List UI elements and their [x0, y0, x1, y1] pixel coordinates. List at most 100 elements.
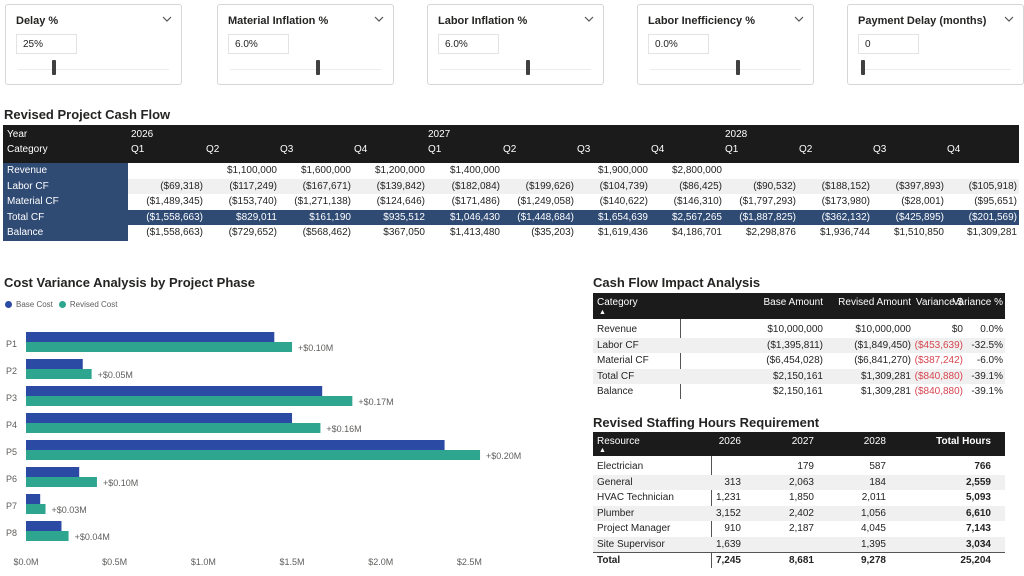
- matrix-cell: ($139,842): [376, 180, 425, 192]
- matrix-cell: ($1,489,345): [146, 196, 203, 207]
- slider-track[interactable]: [440, 69, 591, 70]
- slider-thumb[interactable]: [736, 60, 741, 75]
- matrix-cell: $1,200,000: [374, 165, 425, 176]
- slider-thumb[interactable]: [316, 60, 321, 75]
- matrix-cell: ($1,271,138): [294, 196, 351, 207]
- table-cell: ($840,880): [914, 386, 963, 397]
- sort-ascending-icon[interactable]: ▲: [599, 447, 606, 454]
- chevron-down-icon[interactable]: [161, 13, 173, 25]
- bar-base-cost[interactable]: [26, 494, 41, 504]
- data-label: +$0.10M: [103, 478, 138, 488]
- year-header-2028[interactable]: 2028: [725, 129, 748, 140]
- column-header[interactable]: Resource: [597, 436, 640, 447]
- column-header[interactable]: 2027: [791, 436, 814, 447]
- matrix-cell: $161,190: [309, 211, 351, 223]
- slider-thumb[interactable]: [526, 60, 531, 75]
- x-tick-label: $0.5M: [102, 557, 127, 567]
- table-cell: 1,056: [860, 507, 886, 519]
- matrix-cell: ($1,558,663): [146, 227, 203, 238]
- slider-track[interactable]: [650, 69, 801, 70]
- column-header[interactable]: Variance $: [915, 297, 963, 308]
- category-header-label[interactable]: Category: [7, 144, 48, 155]
- bar-base-cost[interactable]: [26, 332, 275, 342]
- year-header-2026[interactable]: 2026: [131, 129, 154, 140]
- chevron-down-icon[interactable]: [1003, 13, 1015, 25]
- chart-legend: Base Cost Revised Cost: [5, 300, 117, 309]
- data-label: +$0.04M: [75, 532, 110, 542]
- bar-base-cost[interactable]: [26, 521, 62, 531]
- table-cell: 1,850: [788, 492, 814, 503]
- matrix-row: Total CF ($1,558,663) $829,011 $161,190 $935…: [3, 209, 1019, 225]
- matrix-cell: ($35,203): [531, 227, 574, 238]
- slicer-value-input[interactable]: [228, 34, 289, 54]
- slicer-value-input[interactable]: [438, 34, 499, 54]
- slider-track[interactable]: [18, 69, 169, 70]
- bar-revised-cost[interactable]: [26, 369, 92, 379]
- bar-revised-cost[interactable]: [26, 342, 293, 352]
- legend-revised-label[interactable]: Revised Cost: [69, 300, 118, 309]
- table-cell: 179: [797, 461, 814, 472]
- bar-revised-cost[interactable]: [26, 477, 97, 487]
- bar-base-cost[interactable]: [26, 386, 323, 396]
- quarter-header: Q3: [873, 144, 887, 155]
- legend-base-label[interactable]: Base Cost: [16, 300, 53, 309]
- bar-revised-cost[interactable]: [26, 396, 353, 406]
- year-header-label: Year: [7, 129, 28, 140]
- category-tick-label: P3: [6, 393, 17, 403]
- x-tick-label: $2.0M: [368, 557, 393, 567]
- quarter-header: Q2: [799, 144, 813, 155]
- column-header[interactable]: Total Hours: [936, 436, 991, 447]
- slicer-card: Payment Delay (months): [847, 4, 1024, 85]
- slider-thumb[interactable]: [861, 60, 865, 75]
- year-header-2027[interactable]: 2027: [428, 129, 451, 140]
- quarter-header: Q3: [577, 144, 591, 155]
- slider-track[interactable]: [230, 69, 381, 70]
- column-header[interactable]: 2028: [863, 436, 886, 447]
- table-cell: Plumber: [597, 507, 635, 519]
- bar-revised-cost[interactable]: [26, 531, 69, 541]
- table-cell: $10,000,000: [767, 324, 823, 335]
- sort-ascending-icon[interactable]: ▲: [599, 309, 606, 316]
- bar-base-cost[interactable]: [26, 359, 83, 369]
- table-cell: 766: [974, 461, 991, 472]
- matrix-cell: ($69,318): [160, 180, 203, 192]
- bar-revised-cost[interactable]: [26, 450, 481, 460]
- column-header[interactable]: Category: [597, 297, 638, 308]
- table-cell: 6,610: [965, 507, 991, 519]
- slider-track[interactable]: [860, 69, 1011, 70]
- slicer-value-input[interactable]: [648, 34, 709, 54]
- table-cell: 2,402: [788, 507, 814, 519]
- matrix-cell: $2,298,876: [745, 227, 796, 238]
- table-cell: 1,395: [860, 538, 886, 550]
- table-cell: -32.5%: [971, 339, 1003, 351]
- slicer-value-input[interactable]: [858, 34, 919, 54]
- bar-base-cost[interactable]: [26, 467, 80, 477]
- table-cell: -39.1%: [971, 386, 1003, 397]
- slider-thumb[interactable]: [52, 60, 56, 75]
- column-header[interactable]: Base Amount: [763, 297, 823, 308]
- slicer-value-input[interactable]: [16, 34, 77, 54]
- chevron-down-icon[interactable]: [583, 13, 595, 25]
- table-cell: ($6,454,028): [766, 355, 823, 366]
- column-header[interactable]: Revised Amount: [838, 297, 911, 308]
- chevron-down-icon[interactable]: [373, 13, 385, 25]
- bar-revised-cost[interactable]: [26, 504, 46, 514]
- table-cell: ($1,395,811): [767, 339, 823, 351]
- table-cell: ($6,841,270): [854, 355, 911, 366]
- matrix-cell: $1,936,744: [819, 227, 870, 238]
- bar-base-cost[interactable]: [26, 440, 445, 450]
- slicer-card: Labor Inefficiency %: [637, 4, 814, 85]
- bar-base-cost[interactable]: [26, 413, 293, 423]
- matrix-cell: ($140,622): [599, 196, 648, 207]
- chevron-down-icon[interactable]: [793, 13, 805, 25]
- column-header[interactable]: Variance %: [952, 297, 1003, 308]
- quarter-header: Q4: [354, 144, 368, 155]
- row-label: Balance: [3, 225, 128, 241]
- table-cell: $1,309,281: [860, 370, 911, 382]
- matrix-cell: ($182,084): [451, 180, 500, 192]
- table-cell: Project Manager: [597, 523, 671, 534]
- column-header[interactable]: 2026: [718, 436, 741, 447]
- table-cell: ($453,639): [914, 339, 963, 351]
- table-cell: 2,559: [965, 476, 991, 488]
- bar-revised-cost[interactable]: [26, 423, 321, 433]
